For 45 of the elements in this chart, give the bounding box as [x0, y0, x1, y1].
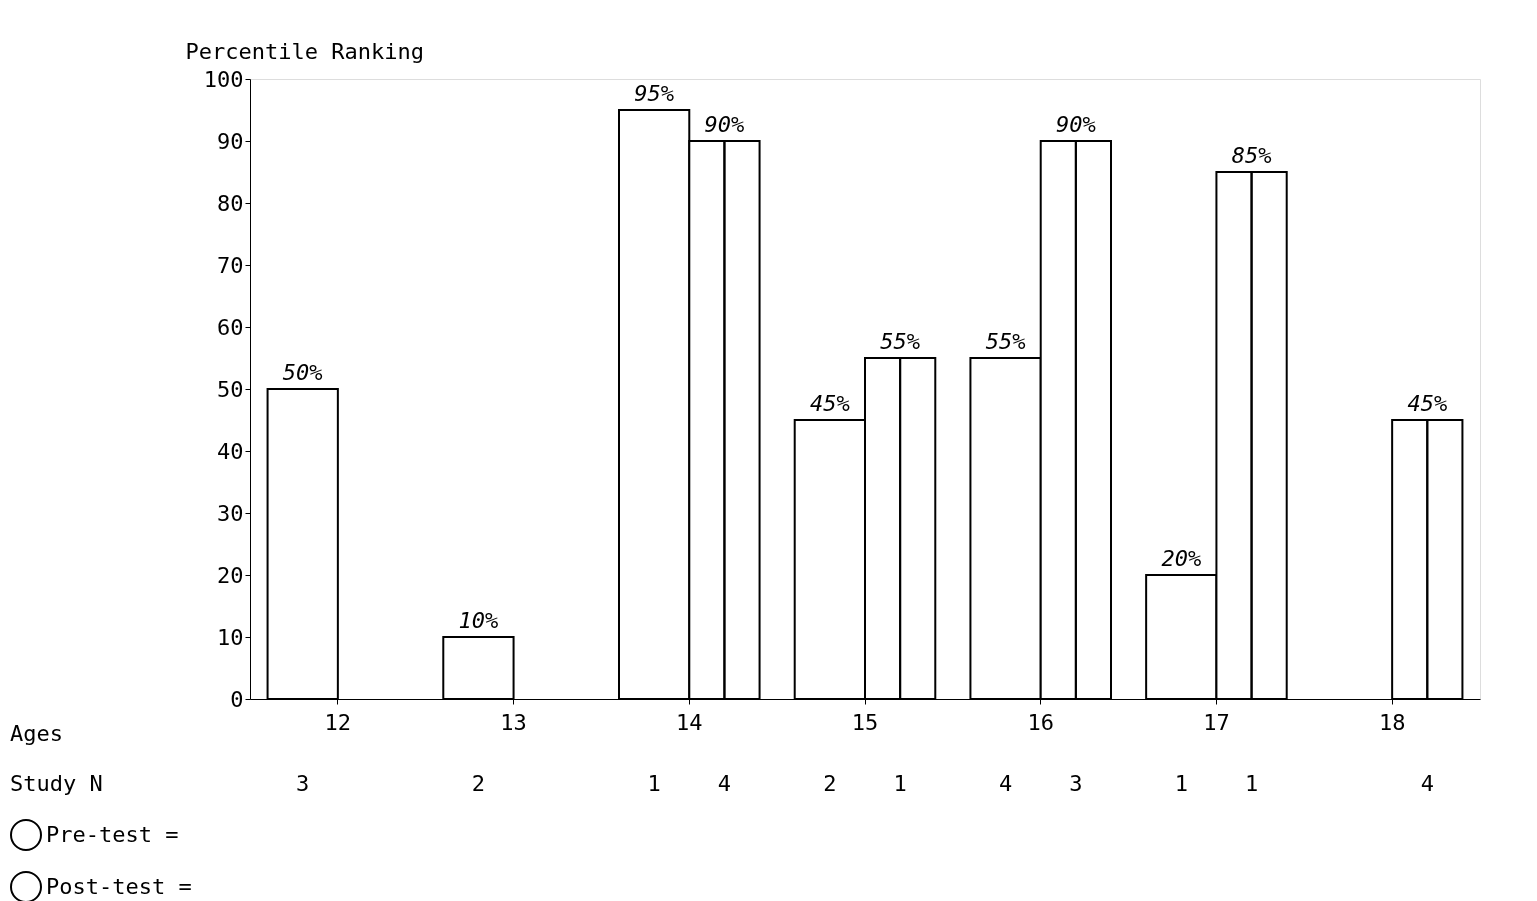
y-tick-label: 30 — [217, 500, 244, 526]
y-tick-label: 10 — [217, 624, 244, 650]
y-tick-label: 20 — [217, 562, 244, 588]
data-label: 55% — [985, 329, 1026, 354]
text: 3 — [296, 771, 310, 796]
text: 2 — [823, 771, 837, 796]
x-tick-label: 16 — [1027, 709, 1054, 735]
text: 3 — [1069, 771, 1083, 796]
text: 1 — [647, 771, 661, 796]
y-tick-label: 0 — [230, 686, 244, 712]
data-label: 95% — [634, 81, 675, 106]
legend-label: Post-test = — [46, 874, 192, 899]
text: 2 — [471, 771, 486, 796]
data-label: 55% — [880, 329, 921, 354]
data-label: 90% — [1055, 112, 1096, 137]
y-tick-label: 70 — [217, 252, 244, 278]
data-label: 10% — [458, 608, 499, 633]
data-label: 45% — [809, 391, 850, 416]
x-tick-label: 13 — [500, 709, 527, 735]
text: Ages — [10, 721, 63, 746]
data-label: 90% — [704, 112, 745, 137]
text: Study N — [10, 771, 103, 796]
text: 4 — [717, 771, 732, 796]
y-tick-label: 40 — [217, 438, 244, 464]
data-label: 45% — [1407, 391, 1448, 416]
y-tick-label: 60 — [217, 314, 244, 340]
data-label: 50% — [282, 360, 323, 385]
y-tick-label: 50 — [217, 376, 244, 402]
x-tick-label: 18 — [1378, 709, 1406, 735]
text: 4 — [1420, 771, 1434, 796]
text: 1 — [1174, 771, 1188, 796]
y-axis-title: Percentile Ranking — [185, 38, 424, 64]
y-tick-label: 100 — [203, 66, 244, 92]
x-tick-label: 17 — [1203, 709, 1230, 735]
data-label: 85% — [1231, 143, 1272, 168]
x-tick-label: 15 — [851, 709, 879, 735]
y-tick-label: 80 — [217, 190, 244, 216]
text: 1 — [1244, 771, 1259, 796]
legend-label: Pre-test = — [46, 822, 179, 847]
x-tick-label: 12 — [324, 709, 352, 735]
data-label: 20% — [1161, 546, 1202, 571]
text: 1 — [893, 771, 907, 796]
x-tick-label: 14 — [676, 709, 703, 735]
text: 4 — [998, 771, 1013, 796]
y-tick-label: 90 — [217, 128, 244, 154]
